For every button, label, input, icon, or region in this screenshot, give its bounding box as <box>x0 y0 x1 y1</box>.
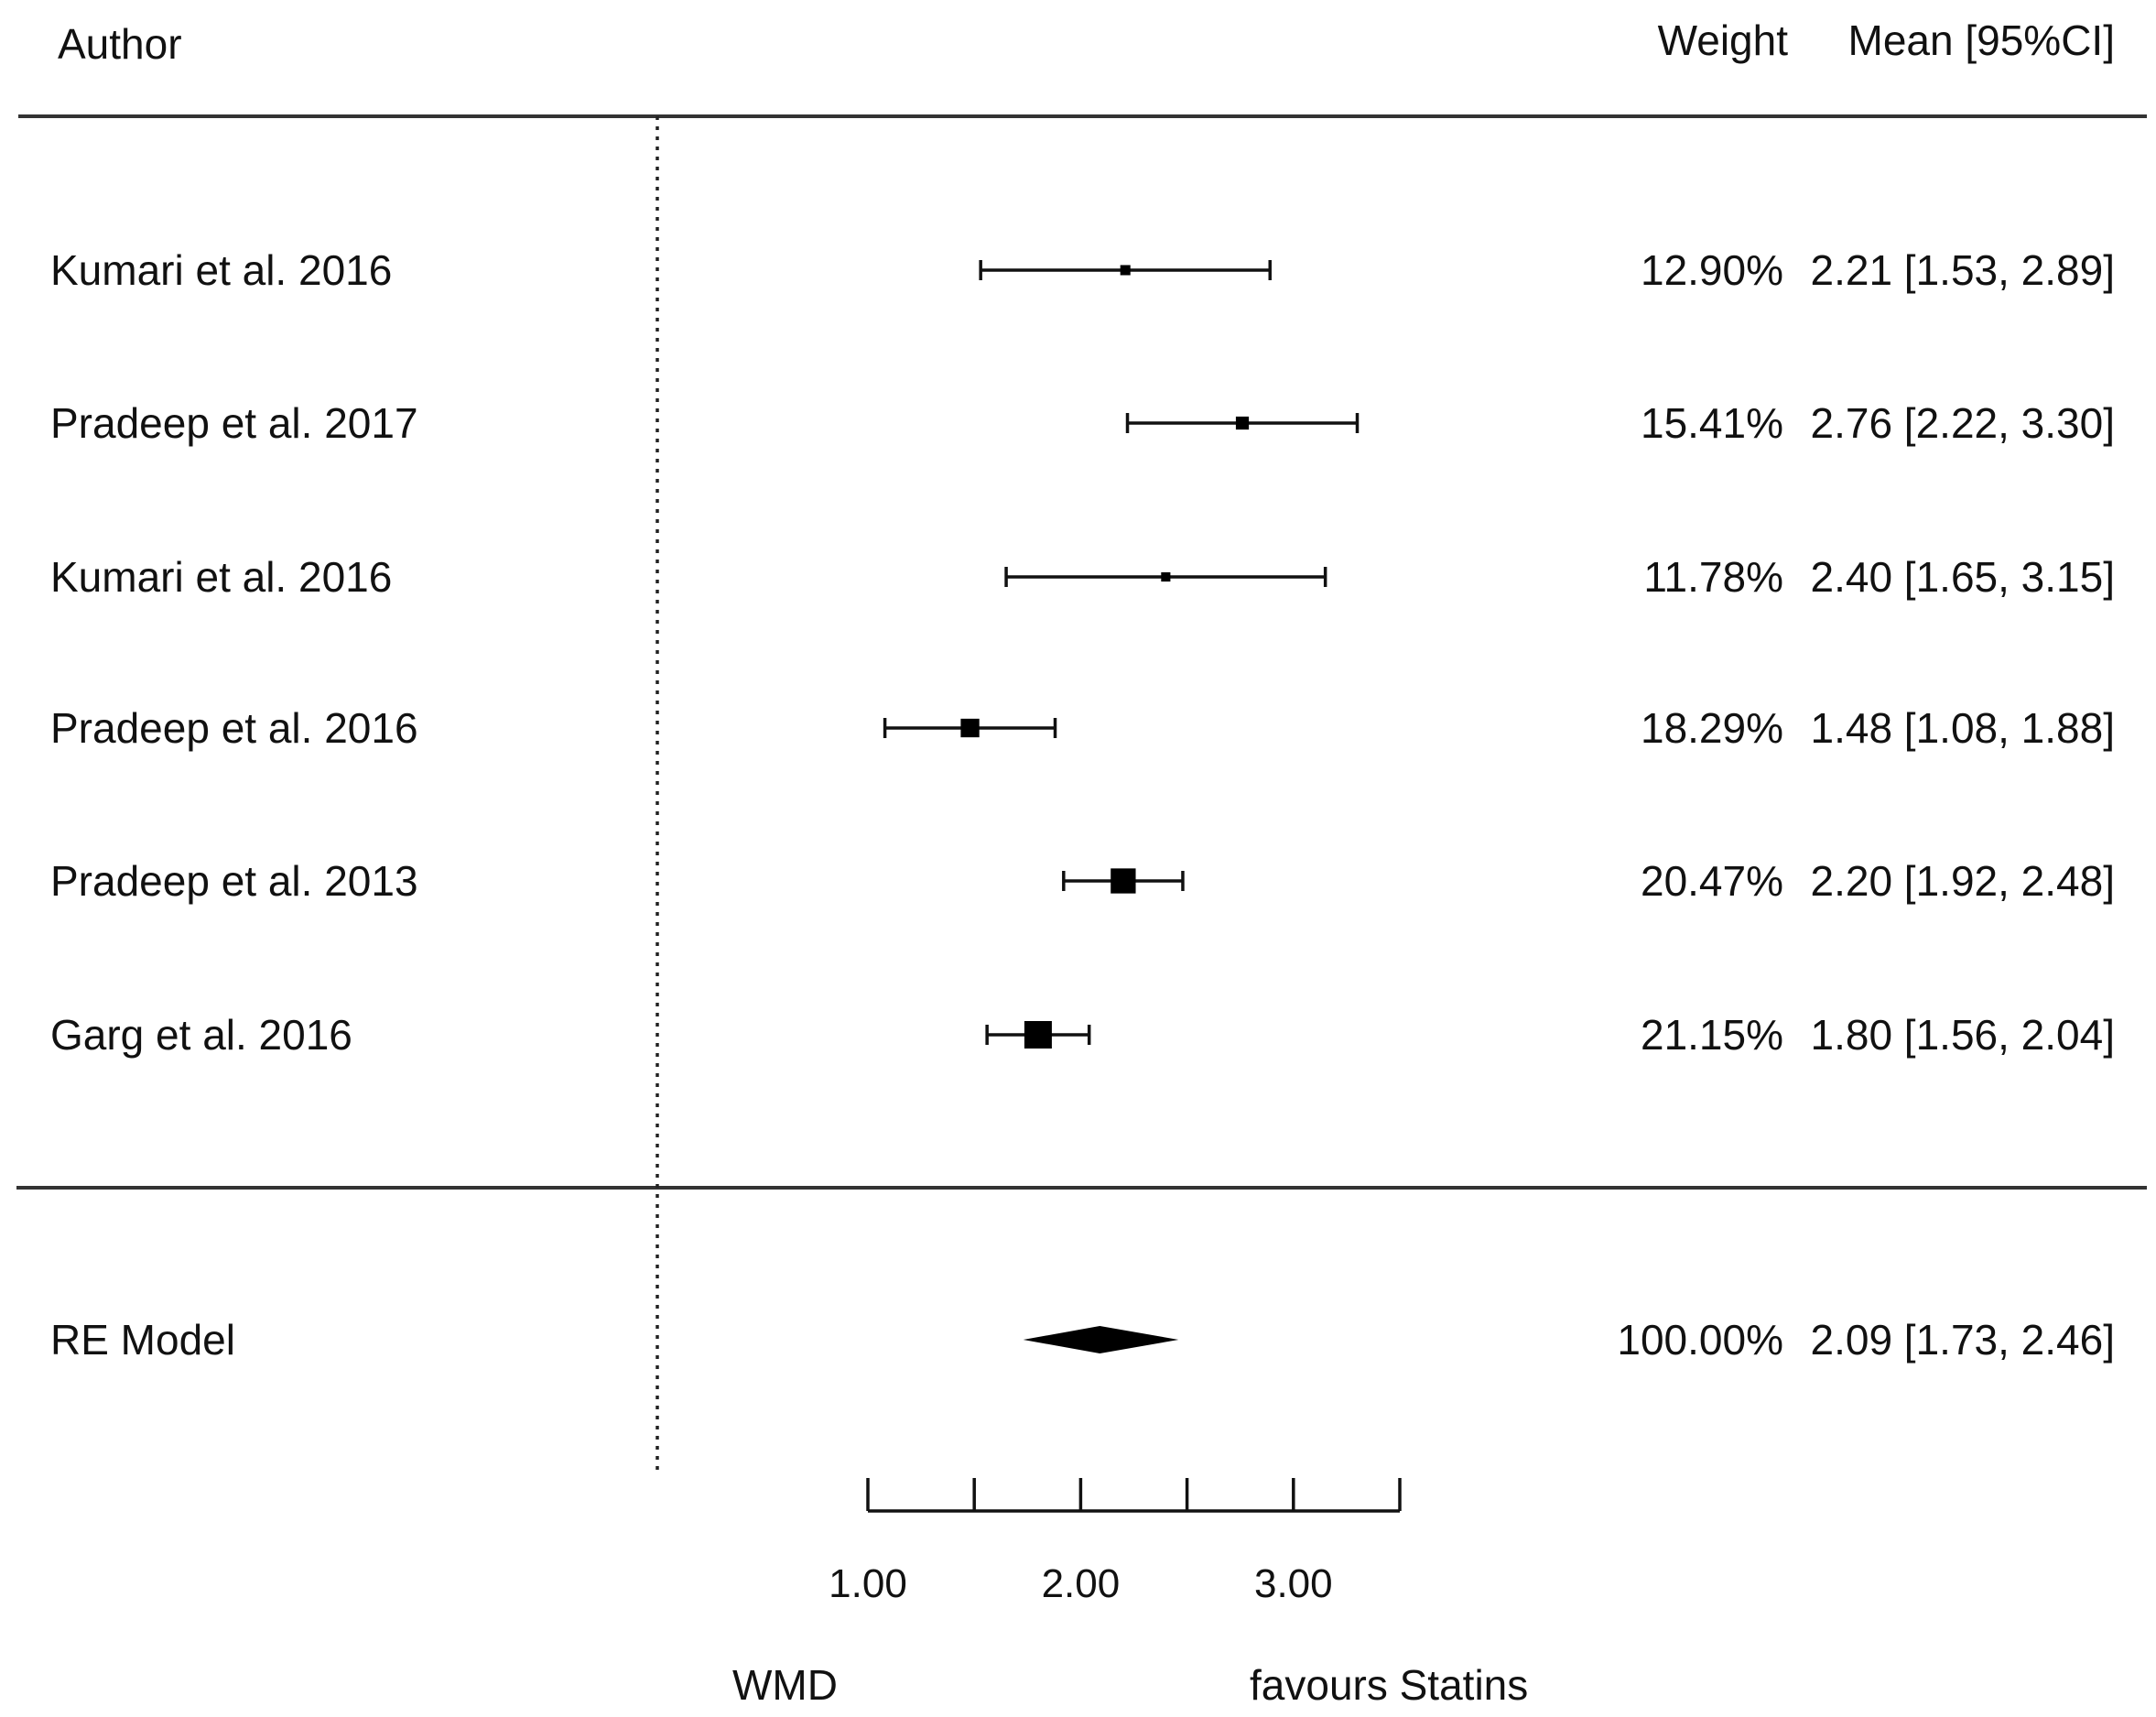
study-row: Garg et al. 2016 21.15% 1.80 [1.56, 2.04] <box>50 1011 2115 1059</box>
study-weight: 21.15% <box>1641 1011 1783 1059</box>
point-estimate-square <box>1024 1021 1052 1049</box>
study-author-label: Pradeep et al. 2013 <box>50 857 418 905</box>
summary-row: RE Model 100.00% 2.09 [1.73, 2.46] <box>50 1316 2115 1364</box>
study-weight: 20.47% <box>1641 857 1783 905</box>
study-row: Kumari et al. 2016 12.90% 2.21 [1.53, 2.89… <box>50 246 2115 294</box>
axis-left-label: WMD <box>732 1661 838 1709</box>
summary-diamond <box>1023 1326 1179 1353</box>
study-weight: 11.78% <box>1643 553 1783 601</box>
study-weight: 15.41% <box>1641 399 1783 447</box>
study-mean-ci: 1.48 [1.08, 1.88] <box>1811 704 2116 752</box>
point-estimate-square <box>960 718 980 738</box>
study-row: Kumari et al. 2016 11.78% 2.40 [1.65, 3.15… <box>50 553 2115 601</box>
study-author-label: Garg et al. 2016 <box>50 1011 352 1059</box>
study-author-label: Pradeep et al. 2017 <box>50 399 418 447</box>
study-mean-ci: 2.21 [1.53, 2.89] <box>1811 246 2116 294</box>
study-author-label: Kumari et al. 2016 <box>50 246 392 294</box>
x-axis-tick-label: 2.00 <box>1042 1561 1121 1606</box>
summary-label: RE Model <box>50 1316 235 1364</box>
study-author-label: Pradeep et al. 2016 <box>50 704 418 752</box>
study-mean-ci: 2.40 [1.65, 3.15] <box>1811 553 2116 601</box>
header-weight: Weight <box>1658 16 1789 64</box>
point-estimate-square <box>1235 416 1250 430</box>
study-mean-ci: 1.80 [1.56, 2.04] <box>1811 1011 2116 1059</box>
x-axis: 1.00 2.00 3.00 <box>829 1478 1402 1606</box>
study-author-label: Kumari et al. 2016 <box>50 553 392 601</box>
axis-right-label: favours Statins <box>1250 1661 1528 1709</box>
study-rows: Kumari et al. 2016 12.90% 2.21 [1.53, 2.89… <box>50 246 2115 1059</box>
header-author: Author <box>58 20 182 68</box>
point-estimate-square <box>1120 265 1131 276</box>
point-estimate-square <box>1111 868 1136 894</box>
study-mean-ci: 2.20 [1.92, 2.48] <box>1811 857 2116 905</box>
study-weight: 12.90% <box>1641 246 1783 294</box>
study-row: Pradeep et al. 2016 18.29% 1.48 [1.08, 1.8… <box>50 704 2115 752</box>
study-row: Pradeep et al. 2017 15.41% 2.76 [2.22, 3.3… <box>50 399 2115 447</box>
x-axis-tick-label: 1.00 <box>829 1561 907 1606</box>
study-weight: 18.29% <box>1641 704 1783 752</box>
header-mean-ci: Mean [95%CI] <box>1848 16 2115 64</box>
point-estimate-square <box>1161 571 1171 582</box>
x-axis-tick-label: 3.00 <box>1254 1561 1333 1606</box>
summary-mean-ci: 2.09 [1.73, 2.46] <box>1811 1316 2116 1364</box>
study-row: Pradeep et al. 2013 20.47% 2.20 [1.92, 2.4… <box>50 857 2115 905</box>
summary-weight: 100.00% <box>1617 1316 1783 1364</box>
study-mean-ci: 2.76 [2.22, 3.30] <box>1811 399 2116 447</box>
